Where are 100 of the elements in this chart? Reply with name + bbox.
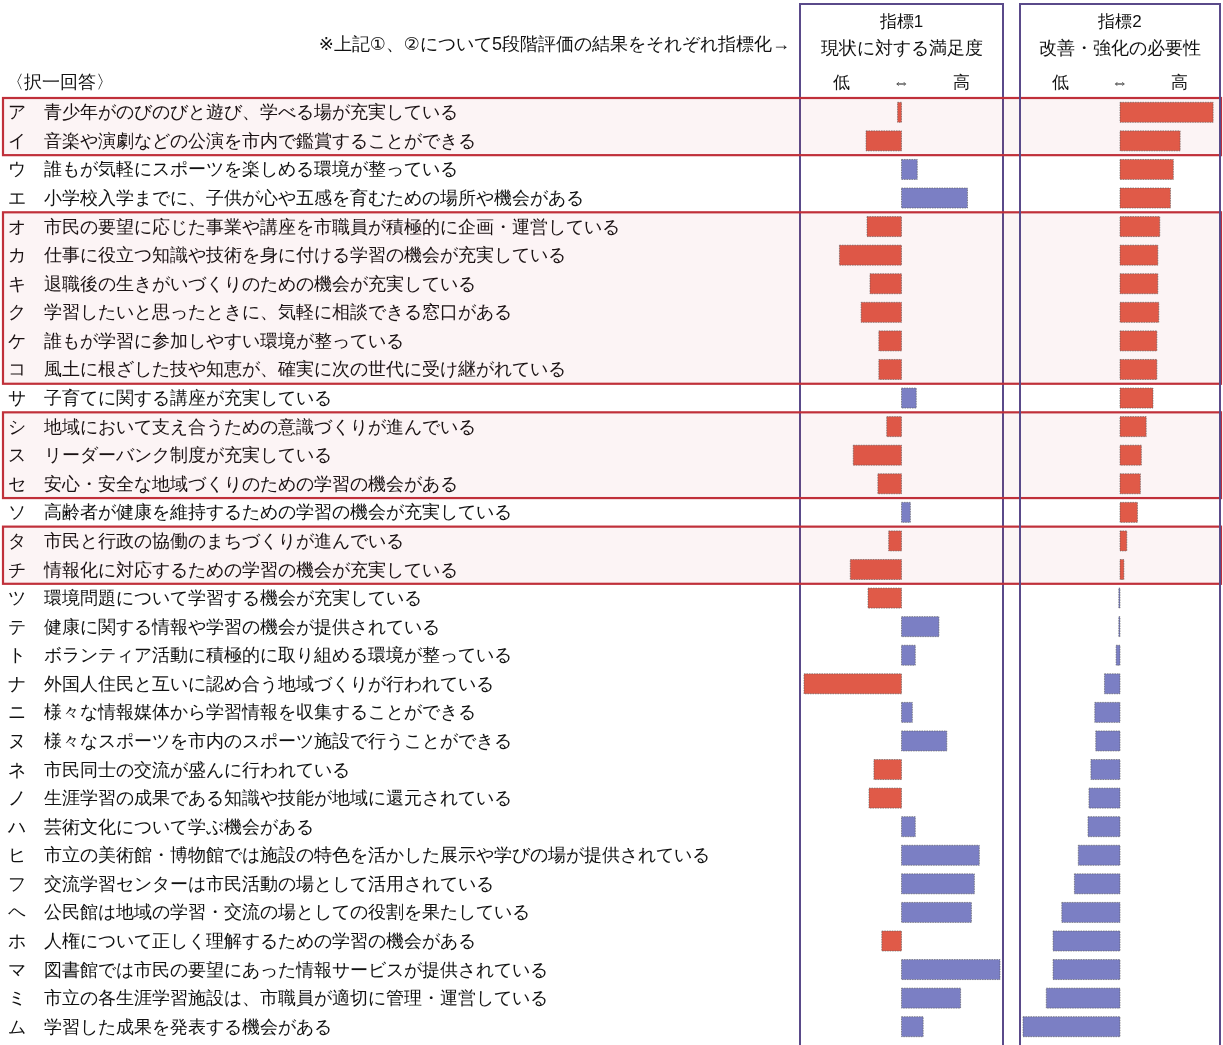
bar [1119, 187, 1171, 209]
bar [868, 787, 902, 809]
y-tick-label: マ 図書館では市民の要望にあった情報サービスが提供されている [8, 959, 548, 980]
bar [1119, 330, 1158, 352]
bar [1119, 302, 1160, 323]
y-tick-label: セ 安心・安全な地域づくりのための学習の機会がある [8, 473, 458, 494]
bar [901, 159, 918, 180]
bar [888, 530, 902, 552]
bar [901, 502, 911, 523]
bar [901, 1016, 924, 1038]
y-tick-label: ハ 芸術文化について学ぶ機会がある [7, 816, 314, 837]
bar [1119, 101, 1214, 123]
bar [1095, 730, 1121, 752]
bar [897, 101, 902, 123]
bar [1052, 959, 1121, 980]
bar [1061, 902, 1121, 923]
bar [1119, 244, 1159, 266]
bar [878, 359, 902, 380]
bar [849, 559, 902, 580]
bar [901, 987, 961, 1009]
bar [852, 444, 902, 466]
y-tick-label: オ 市民の要望に応じた事業や講座を市職員が積極的に企画・運営している [8, 216, 620, 237]
y-tick-label: ヒ 市立の美術館・博物館では施設の特色を活かした展示や学びの場が提供されている [8, 845, 710, 866]
bar [901, 730, 948, 752]
y-tick-label: ツ 環境問題について学習する機会が充実している [8, 588, 422, 609]
y-tick-label: サ 子育てに関する講座が充実している [8, 388, 332, 409]
bar [873, 759, 902, 780]
bar [901, 959, 1001, 980]
bar [1119, 216, 1161, 237]
bar [877, 473, 902, 495]
y-tick-label: ウ 誰もが気軽にスポーツを楽しめる環境が整っている [8, 159, 458, 180]
y-tick-label: ナ 外国人住民と互いに認め合う地域づくりが行われている [8, 673, 494, 694]
bar [1119, 130, 1181, 152]
text: 〈択一回答〉 [6, 72, 114, 92]
bar [1119, 273, 1159, 295]
y-tick-label: テ 健康に関する情報や学習の機会が提供されている [8, 616, 440, 637]
y-tick-label: ニ 様々な情報媒体から学習情報を収集することができる [8, 702, 476, 723]
bar [878, 330, 902, 352]
y-tick-label: ミ 市立の各生涯学習施設は、市職員が適切に管理・運営している [8, 988, 548, 1009]
y-tick-label: ヘ 公民館は地域の学習・交流の場としての役割を果たしている [8, 902, 530, 923]
y-tick-label: ク 学習したいと思ったときに、気軽に相談できる窓口がある [8, 302, 512, 323]
y-tick-label: シ 地域において支え合うための意識づくりが進んでいる [8, 416, 476, 437]
y-tick-label: イ 音楽や演劇などの公演を市内で鑑賞することができる [8, 130, 476, 151]
bar [901, 702, 913, 723]
y-tick-label: チ 情報化に対応するための学習の機会が充実している [8, 559, 458, 580]
bar [1022, 1016, 1121, 1038]
bar [869, 273, 902, 295]
chart-title: 指標1 [878, 12, 924, 31]
bar [1115, 644, 1121, 666]
bar [901, 816, 916, 837]
bar [1119, 559, 1125, 580]
bar [1104, 673, 1121, 695]
bar [1119, 159, 1174, 180]
y-tick-label: ネ 市民同士の交流が盛んに行われている [8, 759, 350, 780]
y-tick-label: キ 退職後の生きがいづくりのための機会が充実している [8, 273, 476, 294]
y-tick-label: フ 交流学習センターは市民活動の場として活用されている [8, 873, 494, 894]
bar [803, 673, 902, 695]
chart-subtitle: 改善・強化の必要性 [1039, 38, 1201, 58]
y-tick-label: ノ 生涯学習の成果である知識や技能が地域に還元されている [8, 788, 512, 809]
bar [901, 902, 972, 923]
y-tick-label: ス リーダーバンク制度が充実している [8, 445, 332, 466]
bar [1052, 930, 1121, 952]
x-axis-title: 低 ⇔ 高 [1051, 73, 1189, 92]
y-tick-label: ソ 高齢者が健康を維持するための学習の機会が充実している [8, 502, 512, 523]
bar [901, 844, 980, 866]
bar [901, 616, 940, 637]
y-tick-label: コ 風土に根ざした技や知恵が、確実に次の世代に受け継がれている [8, 359, 566, 380]
bar [1094, 702, 1121, 723]
bar [1119, 473, 1141, 495]
bar [865, 130, 902, 152]
y-tick-label: ト ボランティア活動に積極的に取り組める環境が整っている [8, 645, 512, 666]
bar [1119, 444, 1142, 466]
bar [1088, 787, 1121, 809]
bar [1077, 844, 1121, 866]
bar [881, 930, 902, 952]
bar [901, 387, 917, 409]
bar [1074, 873, 1121, 895]
bar [901, 644, 916, 666]
bar [1087, 816, 1121, 837]
y-tick-label: カ 仕事に役立つ知識や技術を身に付ける学習の機会が充実している [8, 245, 566, 266]
bar [867, 587, 902, 609]
y-tick-label: タ 市民と行政の協働のまちづくりが進んでいる [8, 530, 404, 551]
bar [1119, 387, 1154, 409]
y-tick-label: ア 青少年がのびのびと遊び、学べる場が充実している [8, 102, 458, 123]
y-tick-label: ホ 人権について正しく理解するための学習の機会がある [8, 930, 476, 951]
chart-title: 指標2 [1097, 12, 1142, 31]
bar [901, 187, 968, 209]
bar [886, 416, 902, 437]
bar [1119, 416, 1147, 437]
bar [1045, 987, 1121, 1009]
chart-subtitle: 現状に対する満足度 [820, 38, 983, 58]
bar [1119, 359, 1158, 380]
bar [839, 244, 902, 266]
bar [1119, 502, 1138, 523]
y-tick-label: エ 小学校入学までに、子供が心や五感を育むための場所や機会がある [8, 188, 584, 209]
bar [1090, 759, 1121, 780]
text: ※上記①、②について5段階評価の結果をそれぞれ指標化→ [318, 34, 790, 54]
y-tick-label: ケ 誰もが学習に参加しやすい環境が整っている [8, 330, 404, 351]
bar [860, 302, 902, 323]
y-tick-label: ム 学習した成果を発表する機会がある [8, 1016, 332, 1037]
